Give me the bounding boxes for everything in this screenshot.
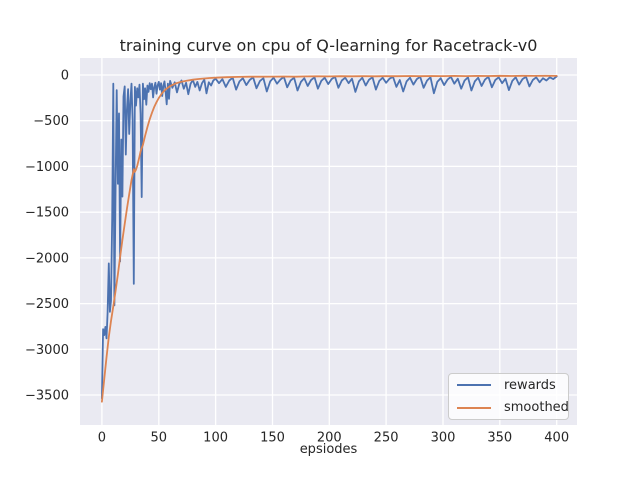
- x-tick-label: 150: [260, 431, 285, 446]
- y-tick-label: −2500: [25, 297, 69, 312]
- x-tick-label: 300: [431, 431, 456, 446]
- x-tick-label: 200: [317, 431, 342, 446]
- legend-label-smoothed: smoothed: [504, 400, 569, 416]
- legend: rewards smoothed: [448, 373, 569, 420]
- legend-item-rewards: rewards: [457, 374, 568, 397]
- y-tick-label: −1500: [25, 206, 69, 221]
- y-tick-label: −3500: [25, 389, 69, 404]
- chart-title: training curve on cpu of Q-learning for …: [119, 36, 538, 55]
- smoothed-line-swatch: [457, 406, 491, 409]
- legend-label-rewards: rewards: [504, 377, 556, 393]
- y-tick-label: −500: [33, 114, 69, 129]
- x-tick-label: 250: [374, 431, 399, 446]
- x-tick-label: 50: [151, 431, 168, 446]
- y-tick-label: −2000: [25, 251, 69, 266]
- smoothed-line: [101, 74, 558, 403]
- x-axis-label: epsiodes: [299, 442, 358, 457]
- x-tick-label: 100: [203, 431, 228, 446]
- y-tick-label: −1000: [25, 160, 69, 175]
- y-tick-label: −3000: [25, 343, 69, 358]
- axes-background: [80, 58, 577, 425]
- rewards-line: [101, 75, 558, 400]
- x-tick-label: 350: [487, 431, 512, 446]
- legend-item-smoothed: smoothed: [457, 397, 569, 420]
- y-tick-label: 0: [61, 69, 69, 84]
- x-tick-label: 400: [544, 431, 569, 446]
- rewards-line-swatch: [457, 384, 491, 387]
- x-tick-label: 0: [98, 431, 106, 446]
